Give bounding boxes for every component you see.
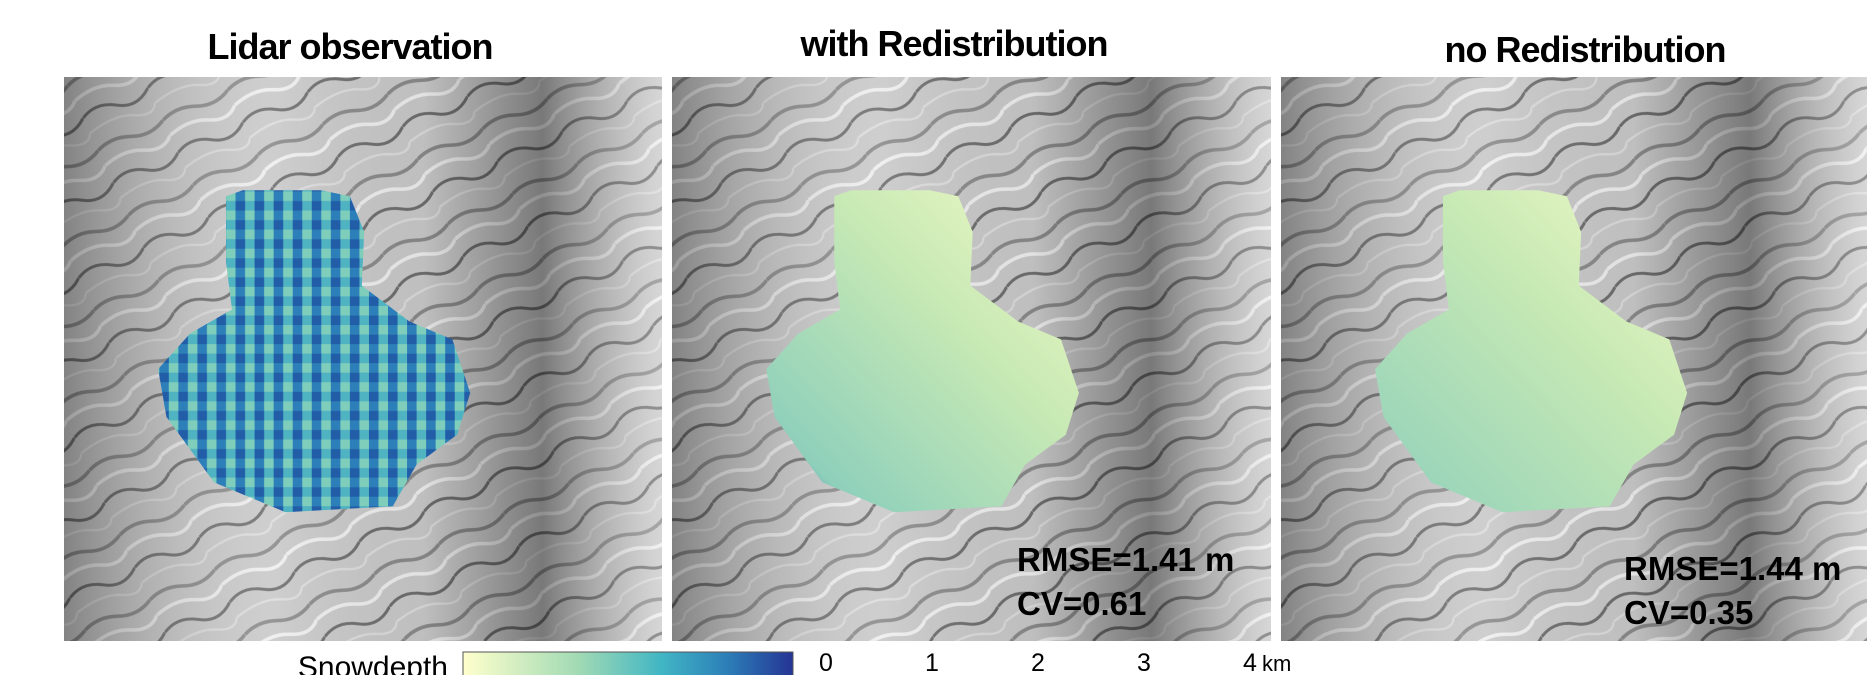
map-panel <box>1281 77 1867 641</box>
rmse-label: RMSE=1.41 m <box>1017 541 1234 578</box>
cv-label: CV=0.35 <box>1624 594 1753 631</box>
map-panel <box>64 77 662 641</box>
rmse-label: RMSE=1.44 m <box>1624 550 1841 587</box>
panel-title: Lidar observation <box>207 26 492 67</box>
scale-label: 2 <box>1031 649 1045 675</box>
cv-label: CV=0.61 <box>1017 585 1146 622</box>
scale-label: 4 <box>1243 649 1257 675</box>
map-panel <box>672 77 1271 641</box>
panel-title: with Redistribution <box>800 23 1108 64</box>
scale-label: 3 <box>1137 649 1151 675</box>
colorbar <box>462 651 794 680</box>
scale-unit: km <box>1262 651 1291 675</box>
panel-title: no Redistribution <box>1445 29 1726 70</box>
scale-label: 0 <box>819 649 833 675</box>
scale-label: 1 <box>925 649 939 675</box>
colorbar-label: Snowdepth <box>298 651 448 675</box>
